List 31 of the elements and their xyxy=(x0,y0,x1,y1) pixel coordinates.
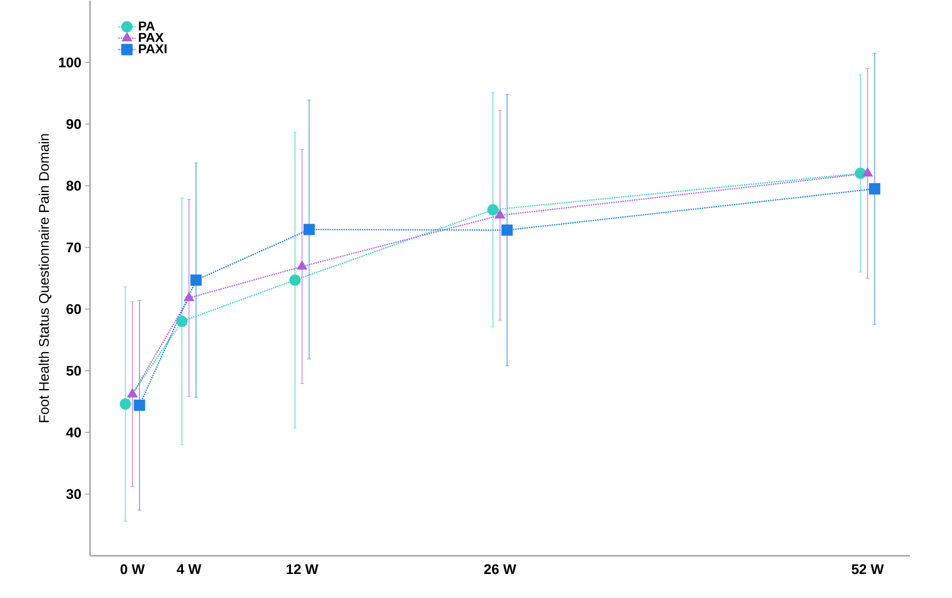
x-tick-label: 26 W xyxy=(484,564,516,574)
point xyxy=(303,224,315,236)
point xyxy=(487,204,499,216)
point xyxy=(176,316,188,328)
point xyxy=(495,210,505,219)
x-tick-label: 52 W xyxy=(852,564,884,574)
point xyxy=(289,274,301,286)
point xyxy=(134,400,146,412)
legend-label: PAXI xyxy=(138,44,166,54)
point xyxy=(190,274,202,286)
y-tick-label: 80 xyxy=(66,180,81,191)
x-tick-label: 4 W xyxy=(176,564,202,574)
point xyxy=(127,388,138,398)
point xyxy=(184,292,194,302)
point xyxy=(120,398,131,410)
legend-label: PAX xyxy=(138,33,164,42)
x-tick-label: 0 W xyxy=(120,564,145,574)
point xyxy=(501,224,513,236)
y-tick-label: 60 xyxy=(66,304,81,314)
point xyxy=(862,168,873,177)
legend-label: PA xyxy=(138,22,155,31)
x-tick-label: 12 W xyxy=(286,564,318,574)
y-tick-label: 90 xyxy=(66,119,81,130)
y-tick-label: 50 xyxy=(66,366,81,376)
y-tick-label: 30 xyxy=(66,489,81,500)
y-tick-label: 100 xyxy=(59,58,81,68)
y-axis-title: Foot Health Status Questionnaire Pain Domain xyxy=(38,134,52,422)
point xyxy=(869,183,880,195)
point xyxy=(297,260,308,270)
y-tick-label: 70 xyxy=(66,242,81,252)
y-tick-label: 40 xyxy=(66,428,81,438)
